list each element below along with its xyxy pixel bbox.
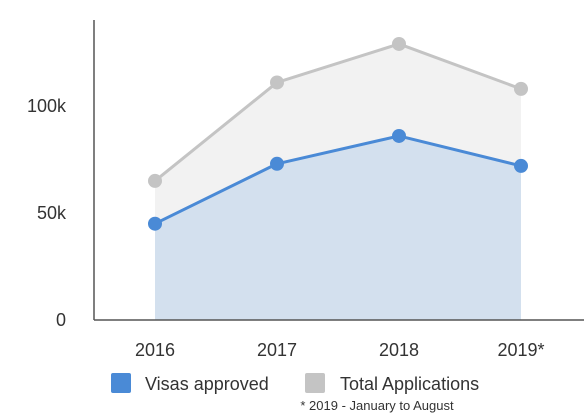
x-tick-label-2018: 2018 [379, 340, 419, 360]
legend-label-total-applications: Total Applications [340, 374, 479, 394]
x-tick-label-2017: 2017 [257, 340, 297, 360]
point-total-applications-2019 [514, 81, 528, 96]
point-visas-approved-2019 [514, 158, 528, 173]
chart-areas [155, 43, 521, 320]
legend-swatch-visas-approved [111, 373, 131, 393]
line-visas-approved [154, 134, 522, 226]
x-tick-label-2019: 2019* [497, 340, 544, 360]
point-total-applications-2018 [392, 36, 406, 51]
legend-label-visas-approved: Visas approved [145, 374, 269, 394]
point-total-applications-2016 [148, 173, 162, 188]
y-tick-label-100k: 100k [27, 96, 67, 116]
line-total-applications [154, 42, 522, 183]
point-visas-approved-2016 [148, 216, 162, 231]
footnote: * 2019 - January to August [300, 398, 454, 413]
area-visas-approved [155, 135, 521, 320]
chart-lines [154, 42, 522, 226]
point-visas-approved-2017 [270, 156, 284, 171]
point-total-applications-2017 [270, 75, 284, 90]
y-tick-label-0: 0 [56, 310, 66, 330]
legend-swatch-total-applications [305, 373, 325, 393]
legend: Visas approved Total Applications [111, 373, 479, 394]
chart-axes [93, 20, 584, 321]
point-visas-approved-2018 [392, 128, 406, 143]
tick-labels: 2016 2017 2018 2019* 0 50k 100k [27, 96, 545, 360]
chart-points [148, 36, 528, 231]
x-tick-label-2016: 2016 [135, 340, 175, 360]
y-tick-label-50k: 50k [37, 203, 67, 223]
